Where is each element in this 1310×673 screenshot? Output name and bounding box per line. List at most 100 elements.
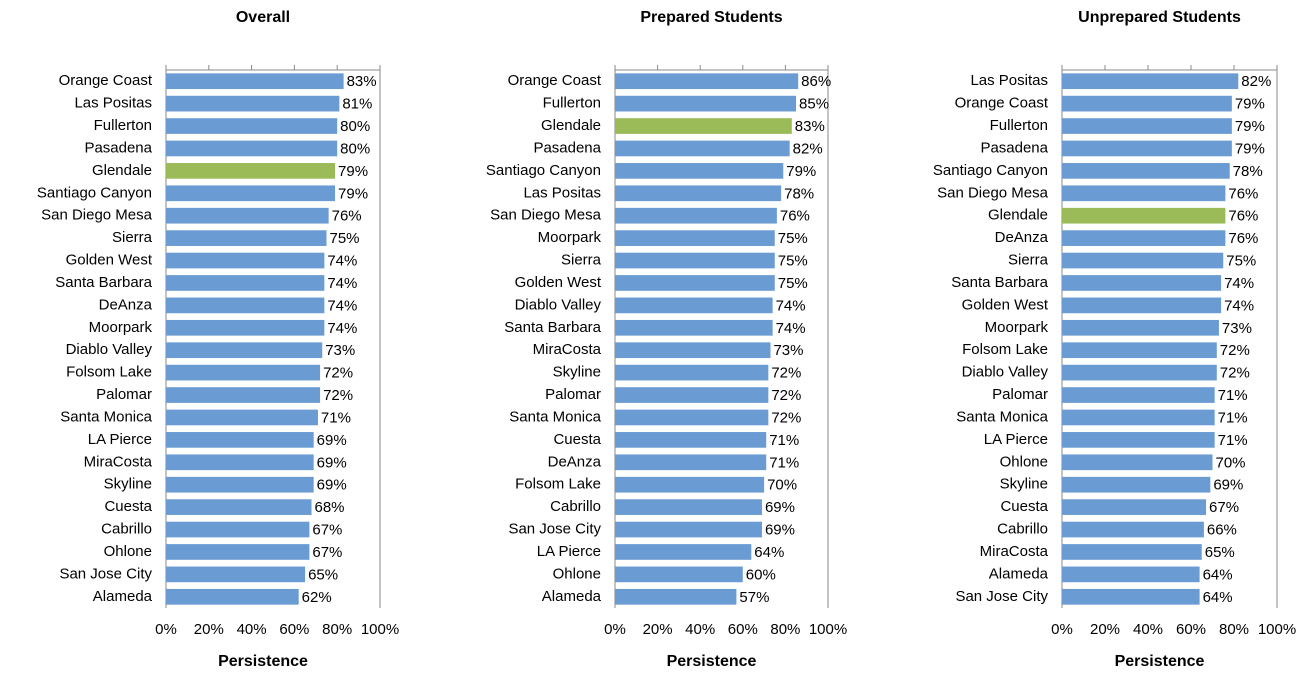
x-axis-label: Persistence bbox=[218, 653, 308, 670]
category-label: Santa Barbara bbox=[951, 274, 1048, 291]
category-label: Alameda bbox=[989, 565, 1049, 582]
category-label: Pasadena bbox=[980, 139, 1048, 156]
category-label: Skyline bbox=[553, 364, 601, 381]
category-label: MiraCosta bbox=[84, 453, 153, 470]
bar bbox=[166, 454, 314, 471]
bar bbox=[1062, 499, 1207, 515]
category-label: DeAnza bbox=[995, 229, 1049, 246]
category-label: Diablo Valley bbox=[66, 341, 153, 358]
bar bbox=[615, 566, 743, 583]
chart-title: Unprepared Students bbox=[1078, 9, 1241, 26]
bar bbox=[1062, 476, 1211, 493]
bar bbox=[615, 252, 775, 269]
x-axis-label: Persistence bbox=[667, 653, 757, 670]
value-label: 73% bbox=[773, 342, 803, 359]
category-label: Pasadena bbox=[533, 139, 601, 156]
category-label: Santa Barbara bbox=[504, 319, 601, 336]
x-tick-label: 0% bbox=[1051, 621, 1073, 638]
category-label: San Jose City bbox=[508, 521, 601, 538]
bar bbox=[615, 230, 775, 246]
x-tick-label: 40% bbox=[237, 621, 267, 638]
x-tick-label: 100% bbox=[809, 621, 847, 638]
x-tick-label: 60% bbox=[728, 621, 758, 638]
category-label: Palomar bbox=[992, 386, 1048, 403]
bar bbox=[615, 387, 769, 403]
value-label: 74% bbox=[327, 297, 357, 314]
bar bbox=[615, 342, 771, 359]
category-label: San Jose City bbox=[59, 565, 152, 582]
category-label: Santiago Canyon bbox=[486, 162, 601, 179]
category-label: San Diego Mesa bbox=[937, 184, 1049, 201]
category-label: Golden West bbox=[66, 252, 153, 269]
bar bbox=[615, 95, 797, 112]
category-label: Fullerton bbox=[543, 95, 601, 112]
x-tick-label: 60% bbox=[1176, 621, 1206, 638]
category-label: Glendale bbox=[988, 207, 1048, 224]
value-label: 72% bbox=[771, 409, 801, 426]
value-label: 86% bbox=[801, 73, 831, 90]
bar bbox=[615, 588, 737, 605]
x-tick-label: 20% bbox=[194, 621, 224, 638]
chart-title: Overall bbox=[236, 9, 290, 26]
value-label: 82% bbox=[793, 140, 823, 157]
chart-title: Prepared Students bbox=[640, 9, 782, 26]
value-label: 74% bbox=[327, 253, 357, 270]
value-label: 71% bbox=[1218, 387, 1248, 404]
category-label: San Diego Mesa bbox=[490, 207, 602, 224]
bar bbox=[1062, 544, 1202, 560]
bar bbox=[615, 521, 762, 538]
x-tick-label: 80% bbox=[322, 621, 352, 638]
value-label: 72% bbox=[323, 365, 353, 382]
category-label: Fullerton bbox=[990, 117, 1048, 134]
x-tick-label: 100% bbox=[361, 621, 399, 638]
value-label: 74% bbox=[776, 297, 806, 314]
x-tick-label: 40% bbox=[1133, 621, 1163, 638]
value-label: 83% bbox=[795, 118, 825, 135]
x-tick-label: 60% bbox=[279, 621, 309, 638]
value-label: 65% bbox=[1205, 544, 1235, 561]
category-label: Sierra bbox=[112, 229, 153, 246]
value-label: 71% bbox=[1218, 409, 1248, 426]
bar bbox=[615, 319, 773, 336]
bar bbox=[166, 364, 321, 381]
category-label: Santa Monica bbox=[509, 408, 601, 425]
bar bbox=[166, 297, 325, 314]
category-label: Cabrillo bbox=[550, 498, 601, 515]
bar bbox=[166, 544, 310, 560]
category-label: Sierra bbox=[561, 252, 602, 269]
value-label: 75% bbox=[778, 275, 808, 292]
x-tick-label: 80% bbox=[1219, 621, 1249, 638]
bar bbox=[615, 73, 799, 90]
bar bbox=[166, 185, 336, 202]
category-label: Orange Coast bbox=[508, 72, 602, 89]
value-label: 57% bbox=[739, 589, 769, 606]
value-label: 74% bbox=[327, 320, 357, 337]
category-label: Cuesta bbox=[104, 498, 152, 515]
value-label: 69% bbox=[765, 499, 795, 516]
value-label: 79% bbox=[338, 163, 368, 180]
category-label: LA Pierce bbox=[537, 543, 601, 560]
bar bbox=[1062, 118, 1232, 134]
bar bbox=[615, 207, 777, 224]
value-label: 85% bbox=[799, 96, 829, 113]
bar bbox=[166, 252, 325, 269]
category-label: Skyline bbox=[1000, 476, 1048, 493]
value-label: 70% bbox=[767, 477, 797, 494]
category-label: Folsom Lake bbox=[66, 364, 152, 381]
bar bbox=[166, 207, 329, 224]
value-label: 69% bbox=[1213, 477, 1243, 494]
value-label: 75% bbox=[1226, 253, 1256, 270]
value-label: 65% bbox=[308, 566, 338, 583]
category-label: Santiago Canyon bbox=[37, 184, 152, 201]
value-label: 76% bbox=[332, 208, 362, 225]
bar bbox=[1062, 409, 1215, 426]
category-label: DeAnza bbox=[548, 453, 602, 470]
category-label: Las Positas bbox=[970, 72, 1048, 89]
category-label: Palomar bbox=[96, 386, 152, 403]
value-label: 69% bbox=[317, 454, 347, 471]
value-label: 81% bbox=[342, 96, 372, 113]
category-label: Folsom Lake bbox=[515, 476, 601, 493]
category-label: Golden West bbox=[962, 296, 1049, 313]
category-label: Glendale bbox=[541, 117, 601, 134]
